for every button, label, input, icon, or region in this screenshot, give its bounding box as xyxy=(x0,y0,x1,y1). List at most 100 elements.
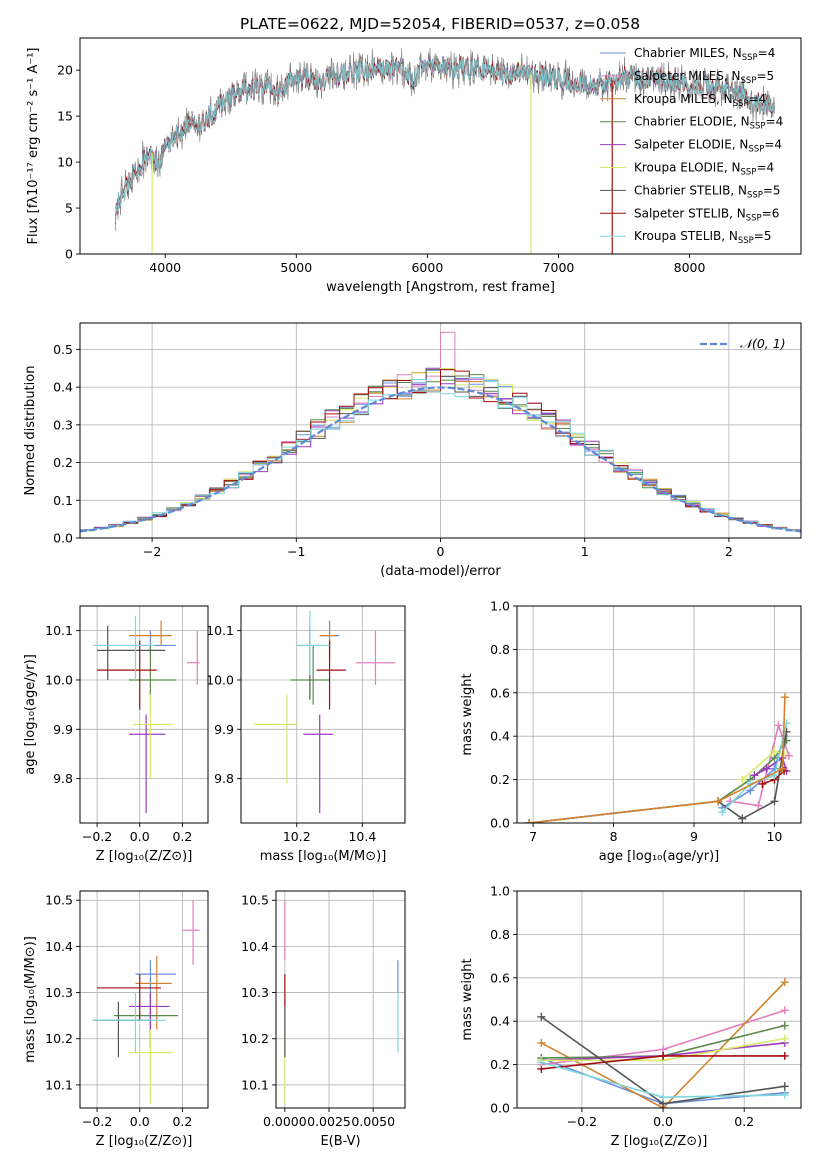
series-marker-kroupa_miles xyxy=(714,797,723,806)
y-tick-label: 0.8 xyxy=(490,927,510,942)
series-marker-kroupa_elodie xyxy=(738,775,747,784)
legend-suffix: =4 xyxy=(756,161,774,175)
series-marker-salpeter_miles xyxy=(754,801,763,810)
y-tick-label: 10.5 xyxy=(45,893,73,908)
y-axis-label: Flux [fλ10⁻¹⁷ erg cm⁻² s⁻¹ A⁻¹] xyxy=(26,48,41,245)
panel-massweight_vs_Z: −0.2 0.0 0.2 0.0 0.2 0.4 0.6 0.8 1.0 Z [log₁₀(Z/Z… xyxy=(460,884,802,1149)
legend-text: Salpeter STELIB, N xyxy=(634,206,746,220)
y-tick-label: 10.0 xyxy=(45,672,73,687)
y-tick-label: 5 xyxy=(65,201,73,216)
x-tick-label: 8000 xyxy=(674,260,706,275)
y-tick-label: 0.2 xyxy=(490,772,510,787)
y-axis-label: Normed distribution xyxy=(23,366,38,496)
legend-sub: SSP xyxy=(747,190,763,200)
x-tick-label: 10 xyxy=(766,829,782,844)
y-tick-label: 0 xyxy=(65,247,73,262)
series-marker-kroupa_elodie xyxy=(780,749,789,758)
series-marker-salpeter_stelib xyxy=(780,1051,789,1060)
y-tick-label: 10.3 xyxy=(45,985,73,1000)
plot-area-mass_vs_ebv xyxy=(284,900,399,1104)
legend-sub: SSP xyxy=(741,76,757,86)
series-marker-salpeter_miles xyxy=(774,721,783,730)
axes-frame xyxy=(79,605,209,824)
panel-age_vs_mass: 10.2 10.4 9.8 9.9 10.0 10.1 mass [log₁₀(M/M⊙)] xyxy=(206,605,406,864)
legend-entry-salpeter_stelib: Salpeter STELIB, NSSP=6 xyxy=(634,206,779,223)
legend-suffix: =5 xyxy=(756,69,774,83)
y-tick-label: 0.1 xyxy=(53,493,73,508)
x-axis-label: wavelength [Angstrom, rest frame] xyxy=(326,280,555,295)
x-axis-label: age [log₁₀(age/yr)] xyxy=(599,849,720,864)
x-tick-label: 7 xyxy=(529,829,537,844)
x-tick-label: 2 xyxy=(725,544,733,559)
y-tick-label: 9.8 xyxy=(53,771,73,786)
legend-text: Chabrier ELODIE, N xyxy=(634,115,750,129)
x-tick-label: 0.0 xyxy=(130,829,150,844)
legend-text: Kroupa MILES, N xyxy=(634,92,733,106)
axes-frame xyxy=(240,605,406,824)
y-tick-label: 0.4 xyxy=(53,380,73,395)
normal-curve xyxy=(80,386,801,533)
y-tick-label: 0.3 xyxy=(53,417,73,432)
x-tick-label: 10.2 xyxy=(283,829,311,844)
plot-area-massweight_vs_Z xyxy=(537,978,789,1108)
legend-entry-salpeter_miles: Salpeter MILES, NSSP=5 xyxy=(634,69,774,86)
y-tick-label: 10.2 xyxy=(45,1031,73,1046)
x-tick-label: 0.0 xyxy=(130,1114,150,1129)
series-marker-chabrier_stelib xyxy=(738,814,747,823)
y-tick-label: 0.0 xyxy=(490,816,510,831)
series-marker-chabrier_stelib xyxy=(770,797,779,806)
y-tick-label: 9.9 xyxy=(53,722,73,737)
panel-massweight_vs_age: 7 8 9 10 0.0 0.2 0.4 0.6 0.8 1.0 age [log₁₀(age/yr… xyxy=(460,599,802,864)
x-tick-label: 8 xyxy=(610,829,618,844)
y-axis-label: age [log₁₀(age/yr)] xyxy=(23,654,38,775)
y-tick-label: 9.9 xyxy=(214,722,234,737)
series-marker-kroupa_miles xyxy=(778,764,787,773)
legend-suffix: =4 xyxy=(749,92,767,106)
x-tick-label: −2 xyxy=(143,544,161,559)
series-marker-salpeter_miles xyxy=(784,751,793,760)
y-tick-label: 10.2 xyxy=(241,1031,269,1046)
y-tick-label: 20 xyxy=(57,63,73,78)
legend-sub: SSP xyxy=(733,99,749,109)
y-tick-label: 0.4 xyxy=(490,729,510,744)
series-line-chabrier_stelib xyxy=(529,731,788,823)
x-axis-label: mass [log₁₀(M/M⊙)] xyxy=(260,849,387,864)
series-marker-kroupa_elodie xyxy=(770,747,779,756)
y-tick-label: 9.8 xyxy=(214,771,234,786)
series-marker-kroupa_stelib xyxy=(718,808,727,817)
axes-frame xyxy=(79,890,209,1109)
legend-sub: SSP xyxy=(741,168,757,178)
x-axis-label: Z [log₁₀(Z/Z⊙)] xyxy=(611,1134,708,1149)
x-tick-label: 1 xyxy=(581,544,589,559)
series-marker-kroupa_miles xyxy=(780,693,789,702)
plot-area-residuals xyxy=(80,331,801,533)
plot-area-mass_vs_Z xyxy=(92,900,200,1104)
panel-spectrum: 4000 5000 6000 7000 8000 0 5 10 15 20 wavelength [… xyxy=(26,37,802,295)
legend-entry-kroupa_elodie: Kroupa ELODIE, NSSP=4 xyxy=(634,161,774,178)
series-marker-kroupa_stelib xyxy=(537,1058,546,1067)
x-tick-label: 4000 xyxy=(149,260,181,275)
figure-title: PLATE=0622, MJD=52054, FIBERID=0537, z=0… xyxy=(240,15,640,33)
x-tick-label: 0 xyxy=(437,544,445,559)
series-marker-kroupa_miles xyxy=(537,1038,546,1047)
legend-text: Salpeter ELODIE, N xyxy=(634,138,748,152)
axes-frame xyxy=(79,322,802,539)
y-tick-label: 10 xyxy=(57,155,73,170)
legend-suffix: =5 xyxy=(763,183,781,197)
y-tick-label: 15 xyxy=(57,109,73,124)
x-tick-label: 6000 xyxy=(411,260,443,275)
legend-sub: SSP xyxy=(750,122,766,132)
plot-area-age_vs_Z xyxy=(92,615,200,814)
y-axis-label: mass [log₁₀(M/M⊙)] xyxy=(23,936,38,1063)
y-tick-label: 0.6 xyxy=(490,970,510,985)
x-tick-label: 0.2 xyxy=(734,1114,754,1129)
axes-frame xyxy=(516,890,802,1109)
series-marker-kroupa_stelib xyxy=(659,1093,668,1102)
legend-text: Chabrier STELIB, N xyxy=(634,183,747,197)
panel-residuals: −2 −1 0 1 2 0.0 0.1 0.2 0.3 0.4 0.5 (data-model)/er… xyxy=(23,322,802,579)
y-tick-label: 10.1 xyxy=(241,1077,269,1092)
x-tick-label: 0.0000 xyxy=(263,1114,307,1129)
legend-suffix: =5 xyxy=(754,229,772,243)
legend-suffix: =4 xyxy=(764,138,782,152)
x-tick-label: 0.0 xyxy=(653,1114,673,1129)
